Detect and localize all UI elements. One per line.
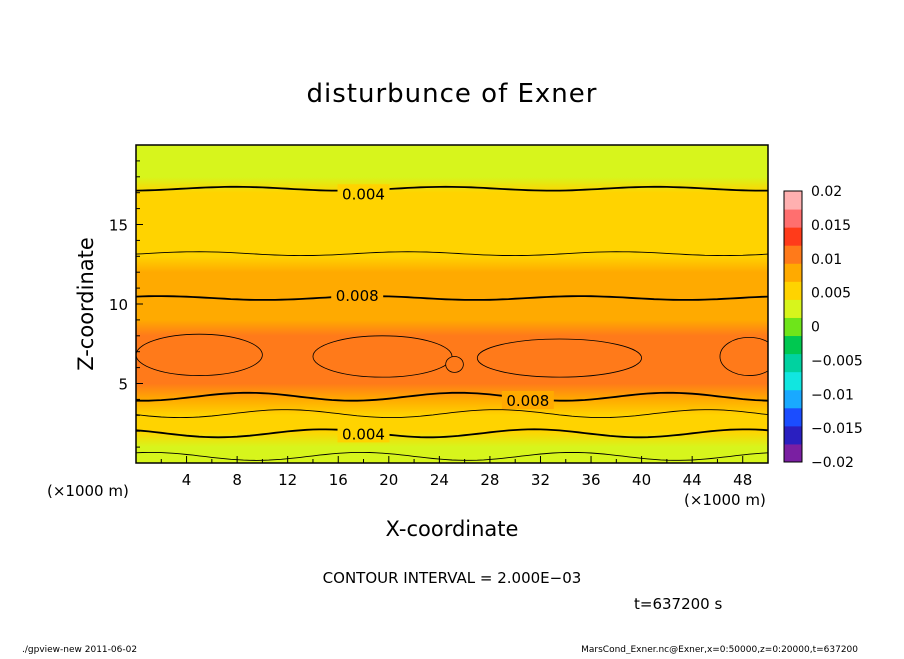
plot-background bbox=[136, 145, 768, 463]
colorbar-ticks: 0.02 0.015 0.01 0.005 0 −0.005 −0.01 −0.015 −0.0… bbox=[811, 184, 863, 471]
footer-right: MarsCond_Exner.nc@Exner,x=0:50000,z=0:20… bbox=[581, 645, 858, 654]
contour-line bbox=[136, 428, 768, 439]
maxima-contour bbox=[719, 336, 768, 376]
x-tick-label: 28 bbox=[480, 471, 499, 489]
colorbar-tick-label: 0.005 bbox=[811, 286, 851, 302]
colorbar-band bbox=[784, 371, 802, 391]
maxima-contour bbox=[476, 338, 643, 378]
colorbar: 0.02 0.015 0.01 0.005 0 −0.005 −0.01 −0.015 −0.0… bbox=[783, 184, 863, 471]
x-tick-label: 16 bbox=[329, 471, 348, 489]
colorbar-band bbox=[784, 317, 802, 337]
maxima-contour bbox=[445, 356, 464, 373]
footer-left: ./gpview-new 2011-06-02 bbox=[22, 645, 137, 654]
colorbar-band bbox=[784, 209, 802, 228]
contour-line bbox=[136, 391, 768, 402]
colorbar-band bbox=[784, 353, 802, 373]
x-tick-label: 12 bbox=[278, 471, 297, 489]
colorbar-band bbox=[784, 227, 802, 246]
x-tick-label: 24 bbox=[430, 471, 449, 489]
colorbar-band bbox=[784, 299, 802, 318]
y-tick-label: 5 bbox=[118, 376, 128, 394]
colorbar-tick-label: −0.02 bbox=[811, 455, 854, 471]
colorbar-tick-label: −0.015 bbox=[811, 421, 863, 437]
x-tick-label: 48 bbox=[733, 471, 752, 489]
time-label: t=637200 s bbox=[634, 595, 722, 613]
x-tick-label: 20 bbox=[379, 471, 398, 489]
contour-line bbox=[136, 295, 768, 301]
colorbar-tick-label: 0 bbox=[811, 320, 820, 336]
contour-label: 0.004 bbox=[342, 425, 385, 443]
colorbar-band bbox=[784, 335, 802, 355]
contour-label-bg bbox=[337, 184, 390, 203]
plot-area: 0.004 0.008 0.008 0.004 bbox=[135, 144, 769, 464]
colorbar-band bbox=[784, 407, 802, 427]
x-tick-label: 44 bbox=[683, 471, 702, 489]
contour-layer bbox=[136, 185, 768, 461]
y-axis-label: Z-coordinate bbox=[74, 237, 98, 371]
colorbar-band bbox=[784, 191, 802, 210]
contour-label: 0.004 bbox=[342, 185, 385, 203]
contour-label-bg bbox=[501, 390, 554, 409]
contour-label-bg bbox=[337, 424, 390, 443]
colorbar-band bbox=[784, 389, 802, 409]
x-tick-label: 8 bbox=[232, 471, 242, 489]
contour-label-bg bbox=[331, 286, 384, 305]
y-axis-ticks: 5 10 15 bbox=[109, 160, 143, 448]
colorbar-band bbox=[784, 263, 802, 282]
colorbar-band bbox=[784, 281, 802, 300]
contour-line bbox=[136, 451, 768, 461]
y-tick-label: 10 bbox=[109, 296, 128, 314]
colorbar-band bbox=[784, 425, 802, 445]
x-tick-label: 32 bbox=[531, 471, 550, 489]
maxima-contour bbox=[312, 335, 453, 378]
contour-interval-text: CONTOUR INTERVAL = 2.000E−03 bbox=[323, 569, 582, 587]
contour-label: 0.008 bbox=[506, 392, 549, 410]
contour-line bbox=[136, 251, 768, 257]
x-tick-label: 40 bbox=[632, 471, 651, 489]
colorbar-band bbox=[784, 245, 802, 264]
colorbar-tick-label: 0.01 bbox=[811, 252, 842, 268]
contour-label-layer: 0.004 0.008 0.008 0.004 bbox=[331, 184, 554, 443]
chart-title: disturbunce of Exner bbox=[307, 79, 598, 109]
x-tick-label: 4 bbox=[182, 471, 192, 489]
contour-label: 0.008 bbox=[336, 287, 379, 305]
contour-line bbox=[136, 185, 768, 192]
y-tick-label: 15 bbox=[109, 217, 128, 235]
maxima-layer bbox=[136, 333, 768, 378]
contour-line bbox=[136, 409, 768, 419]
y-axis-unit: (×1000 m) bbox=[47, 482, 129, 500]
colorbar-tick-label: −0.005 bbox=[811, 353, 863, 369]
colorbar-tick-label: 0.015 bbox=[811, 218, 851, 234]
colorbar-bands bbox=[784, 191, 802, 463]
x-axis-unit: (×1000 m) bbox=[684, 491, 766, 509]
maxima-contour bbox=[136, 333, 263, 376]
colorbar-frame bbox=[783, 190, 803, 463]
colorbar-tick-label: −0.01 bbox=[811, 387, 854, 403]
x-axis-ticks: 4 8 12 16 20 24 28 32 36 40 44 48 bbox=[160, 456, 752, 489]
x-tick-label: 36 bbox=[581, 471, 600, 489]
x-axis-label: X-coordinate bbox=[386, 517, 519, 541]
colorbar-tick-label: 0.02 bbox=[811, 184, 842, 200]
colorbar-band bbox=[784, 443, 802, 463]
